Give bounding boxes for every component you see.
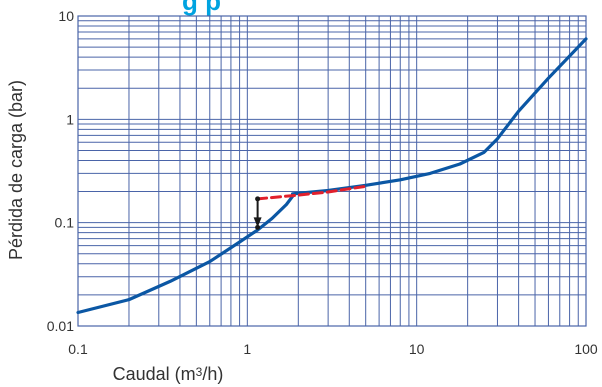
plot-frame [77,15,587,327]
chart-title-fragment: g p [182,0,221,16]
arrow-start-dot [255,196,261,202]
tick-labels: 0.1 1 10 100 0.01 0.1 1 10 [47,8,598,357]
y-tick-label: 0.1 [55,215,75,231]
y-tick-label: 0.01 [47,318,74,334]
dashed-curve-2 [256,184,368,201]
x-tick-label: 0.1 [68,341,88,357]
series-group [76,37,588,315]
x-tick-label: 1 [243,341,251,357]
y-axis-title: Pérdida de carga (bar) [6,80,26,260]
arrow-head [253,217,262,228]
x-tick-label: 10 [409,341,425,357]
grid [77,15,587,327]
x-axis-title: Caudal (m3/h) [113,364,224,384]
x-tick-label: 100 [574,341,598,357]
main-curve-1 [291,37,588,196]
arrow-end-dot [255,224,261,230]
y-tick-label: 1 [66,111,74,127]
y-tick-label: 10 [58,8,74,24]
main-curve-0 [76,194,295,315]
